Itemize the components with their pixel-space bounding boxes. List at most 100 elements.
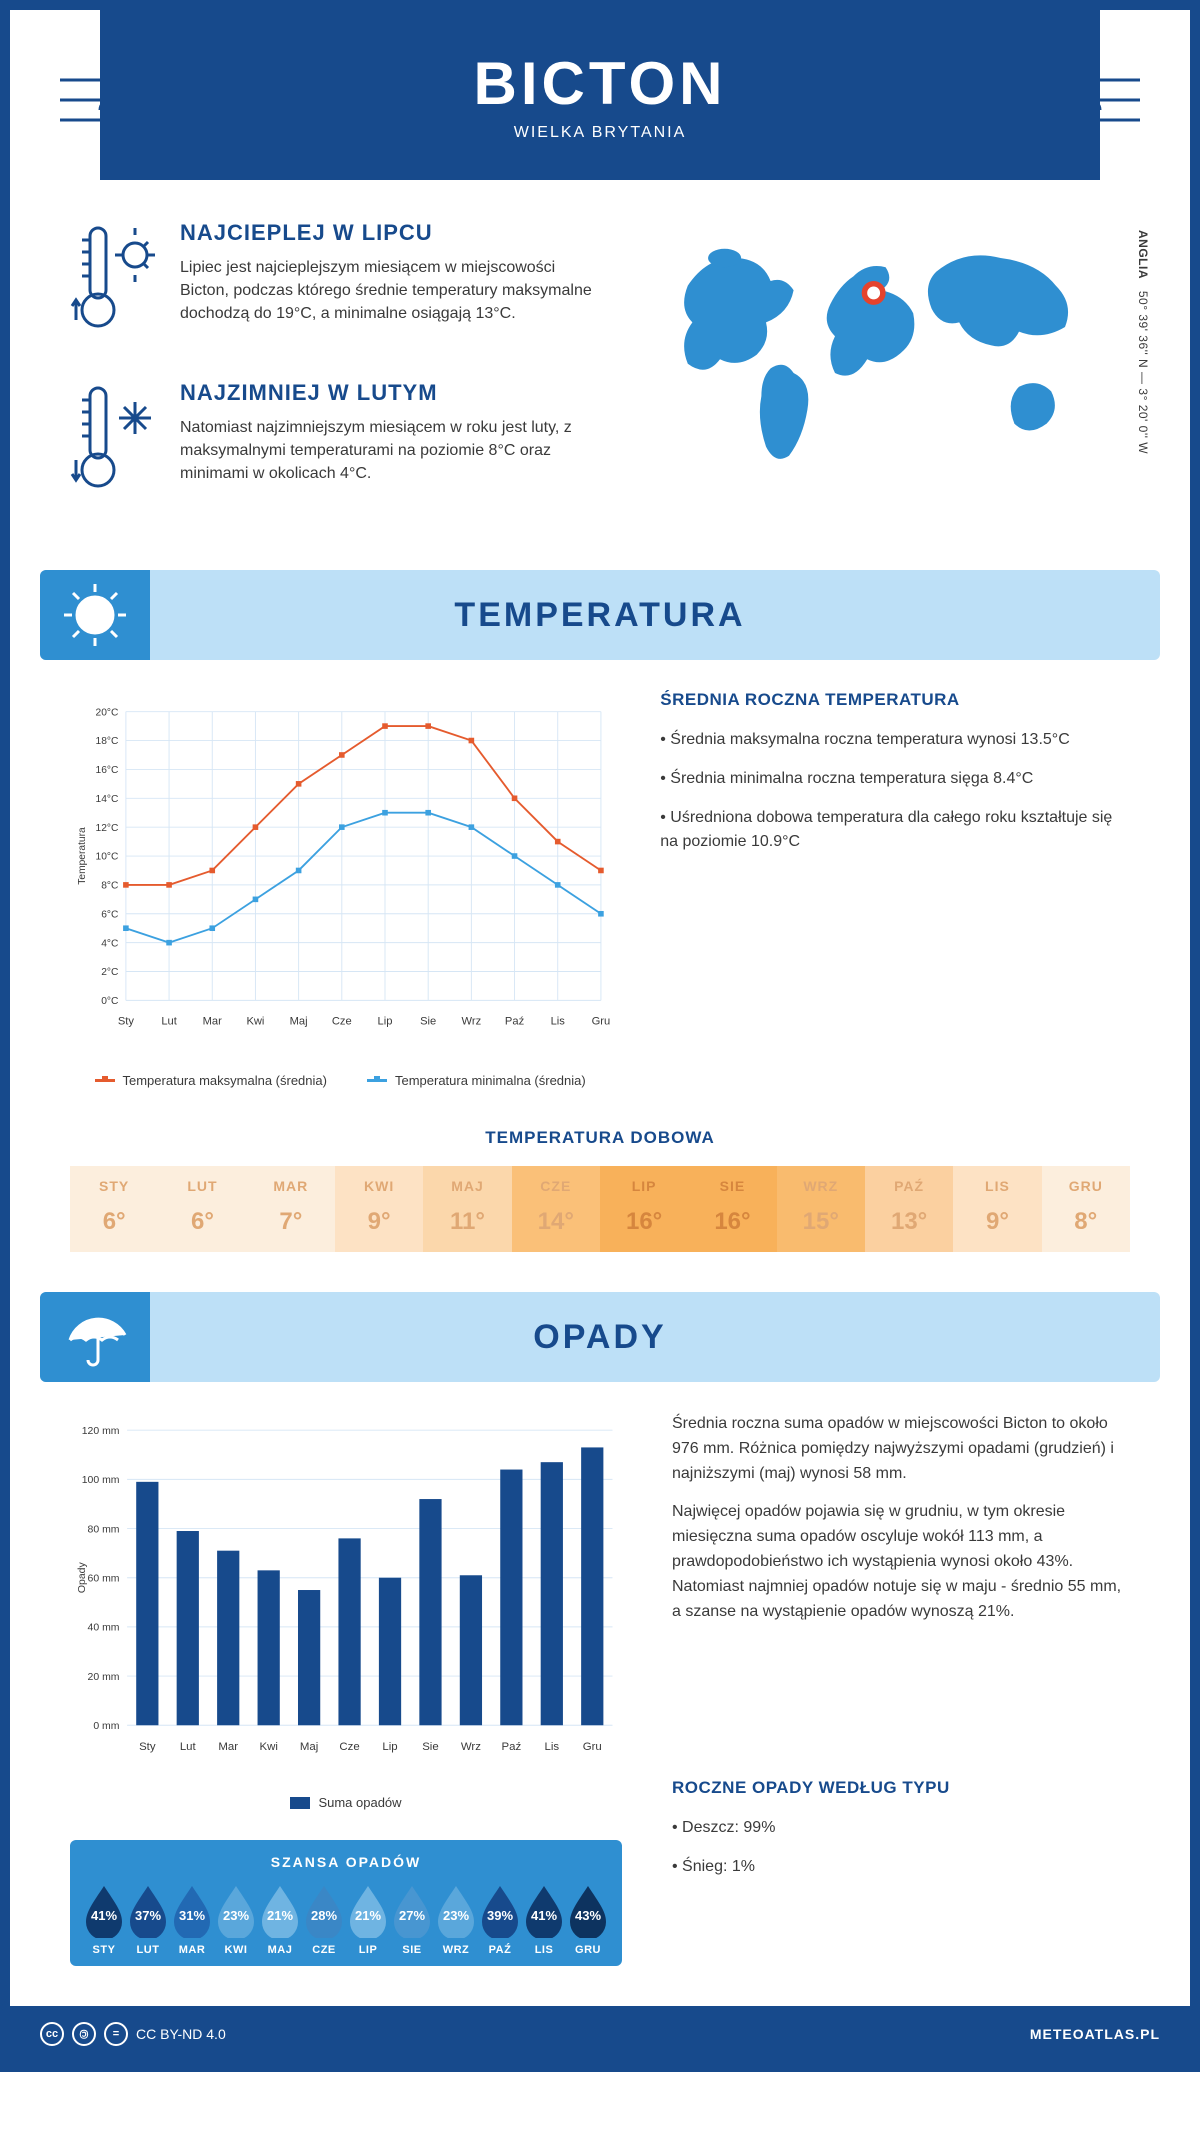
svg-text:Maj: Maj: [300, 1741, 318, 1753]
daily-temp-cell: MAJ11°: [423, 1166, 511, 1252]
svg-text:4°C: 4°C: [101, 938, 118, 949]
page: BICTON WIELKA BRYTANIA NAJCIEPLEJ W LIPC…: [0, 0, 1200, 2072]
svg-text:10°C: 10°C: [96, 852, 119, 863]
rain-chance-drop: 27% SIE: [390, 1884, 434, 1956]
svg-text:6°C: 6°C: [101, 910, 118, 921]
svg-text:Lis: Lis: [545, 1741, 560, 1753]
hottest-block: NAJCIEPLEJ W LIPCU Lipiec jest najcieple…: [70, 220, 592, 345]
svg-text:Sty: Sty: [118, 1016, 135, 1028]
hottest-body: Lipiec jest najcieplejszym miesiącem w m…: [180, 256, 592, 326]
svg-text:Sty: Sty: [139, 1741, 156, 1753]
rain-chance-drop: 41% LIS: [522, 1884, 566, 1956]
svg-text:Gru: Gru: [592, 1016, 611, 1028]
daily-temp-cell: GRU8°: [1042, 1166, 1130, 1252]
svg-text:Lip: Lip: [378, 1016, 393, 1028]
svg-text:Cze: Cze: [332, 1016, 352, 1028]
svg-text:Wrz: Wrz: [461, 1741, 481, 1753]
rain-legend: Suma opadów: [70, 1795, 622, 1810]
svg-text:Sie: Sie: [422, 1741, 438, 1753]
svg-text:Lut: Lut: [180, 1741, 197, 1753]
rain-chance-panel: SZANSA OPADÓW 41% STY 37% LUT 31% MAR 23…: [70, 1840, 622, 1966]
svg-text:Cze: Cze: [339, 1741, 359, 1753]
svg-text:120 mm: 120 mm: [82, 1426, 120, 1437]
rain-chance-drop: 31% MAR: [170, 1884, 214, 1956]
svg-text:Paź: Paź: [502, 1741, 522, 1753]
umbrella-icon: [40, 1292, 150, 1382]
daily-temp-cell: CZE14°: [512, 1166, 600, 1252]
svg-text:80 mm: 80 mm: [88, 1524, 120, 1535]
daily-temp-cell: STY6°: [70, 1166, 158, 1252]
daily-temp-title: TEMPERATURA DOBOWA: [70, 1128, 1130, 1148]
annual-temp-text: ŚREDNIA ROCZNA TEMPERATURA • Średnia mak…: [660, 690, 1130, 869]
thermometer-sun-icon: [70, 220, 160, 345]
rain-chance-drop: 39% PAŹ: [478, 1884, 522, 1956]
license: cc🄯= CC BY-ND 4.0: [40, 2022, 226, 2046]
svg-text:Wrz: Wrz: [462, 1016, 482, 1028]
daily-temp-cell: KWI9°: [335, 1166, 423, 1252]
temp-section-title: TEMPERATURA: [454, 596, 745, 635]
daily-temp-table: STY6°LUT6°MAR7°KWI9°MAJ11°CZE14°LIP16°SI…: [70, 1166, 1130, 1252]
title-banner: BICTON WIELKA BRYTANIA: [100, 10, 1100, 180]
intro-row: NAJCIEPLEJ W LIPCU Lipiec jest najcieple…: [10, 180, 1190, 570]
rain-section-header: OPADY: [40, 1292, 1160, 1382]
svg-text:0°C: 0°C: [101, 996, 118, 1007]
daily-temp-cell: LIP16°: [600, 1166, 688, 1252]
rain-chance-drop: 28% CZE: [302, 1884, 346, 1956]
svg-text:Sie: Sie: [420, 1016, 436, 1028]
coldest-body: Natomiast najzimniejszym miesiącem w rok…: [180, 416, 592, 486]
svg-text:Lis: Lis: [551, 1016, 566, 1028]
daily-temp-cell: LUT6°: [158, 1166, 246, 1252]
location-country: WIELKA BRYTANIA: [514, 124, 687, 142]
rain-chance-drop: 21% LIP: [346, 1884, 390, 1956]
precipitation-bar-chart: 0 mm 20 mm 40 mm 60 mm 80 mm 100 mm 120 mm Sty L…: [70, 1412, 622, 1810]
svg-text:Paź: Paź: [505, 1016, 525, 1028]
temp-legend: Temperatura maksymalna (średnia) Tempera…: [70, 1073, 610, 1088]
rain-chance-drop: 23% WRZ: [434, 1884, 478, 1956]
svg-text:12°C: 12°C: [96, 823, 119, 834]
svg-text:60 mm: 60 mm: [88, 1574, 120, 1585]
svg-text:18°C: 18°C: [96, 736, 119, 747]
svg-text:Kwi: Kwi: [246, 1016, 264, 1028]
svg-text:16°C: 16°C: [96, 765, 119, 776]
svg-text:2°C: 2°C: [101, 967, 118, 978]
rain-chance-drop: 37% LUT: [126, 1884, 170, 1956]
footer: cc🄯= CC BY-ND 4.0 METEOATLAS.PL: [10, 2006, 1190, 2062]
svg-text:Gru: Gru: [583, 1741, 602, 1753]
coldest-title: NAJZIMNIEJ W LUTYM: [180, 380, 592, 406]
daily-temp-cell: MAR7°: [247, 1166, 335, 1252]
svg-text:40 mm: 40 mm: [88, 1623, 120, 1634]
svg-text:Temperatura: Temperatura: [77, 827, 88, 885]
daily-temp-cell: SIE16°: [688, 1166, 776, 1252]
thermometer-snow-icon: [70, 380, 160, 505]
rain-chance-drop: 43% GRU: [566, 1884, 610, 1956]
temp-section-header: TEMPERATURA: [40, 570, 1160, 660]
svg-text:Lip: Lip: [382, 1741, 397, 1753]
coordinates: ANGLIA 50° 39' 36'' N — 3° 20' 0'' W: [1136, 230, 1150, 454]
location-title: BICTON: [474, 49, 727, 118]
sun-icon: [40, 570, 150, 660]
hottest-title: NAJCIEPLEJ W LIPCU: [180, 220, 592, 246]
world-map: ANGLIA 50° 39' 36'' N — 3° 20' 0'' W: [632, 220, 1130, 540]
rain-chance-drop: 41% STY: [82, 1884, 126, 1956]
svg-text:Mar: Mar: [203, 1016, 222, 1028]
svg-text:Kwi: Kwi: [259, 1741, 277, 1753]
daily-temp-cell: WRZ15°: [777, 1166, 865, 1252]
svg-text:20 mm: 20 mm: [88, 1672, 120, 1683]
svg-text:Maj: Maj: [290, 1016, 308, 1028]
coldest-block: NAJZIMNIEJ W LUTYM Natomiast najzimniejs…: [70, 380, 592, 505]
site-name: METEOATLAS.PL: [1030, 2026, 1160, 2042]
rain-chance-drop: 23% KWI: [214, 1884, 258, 1956]
daily-temp-cell: LIS9°: [953, 1166, 1041, 1252]
daily-temp-cell: PAŹ13°: [865, 1166, 953, 1252]
svg-text:20°C: 20°C: [96, 707, 119, 718]
rain-text: Średnia roczna suma opadów w miejscowośc…: [672, 1412, 1130, 1894]
rain-section-title: OPADY: [533, 1318, 666, 1357]
svg-text:14°C: 14°C: [96, 794, 119, 805]
svg-text:Lut: Lut: [161, 1016, 177, 1028]
temperature-line-chart: 0°C 2°C 4°C 6°C 8°C 10°C 12°C 14°C 16°C 18°C 20°C S…: [70, 690, 610, 1088]
rain-chance-drop: 21% MAJ: [258, 1884, 302, 1956]
svg-text:8°C: 8°C: [101, 881, 118, 892]
svg-text:Mar: Mar: [218, 1741, 238, 1753]
svg-text:0 mm: 0 mm: [93, 1721, 119, 1732]
svg-text:100 mm: 100 mm: [82, 1475, 120, 1486]
